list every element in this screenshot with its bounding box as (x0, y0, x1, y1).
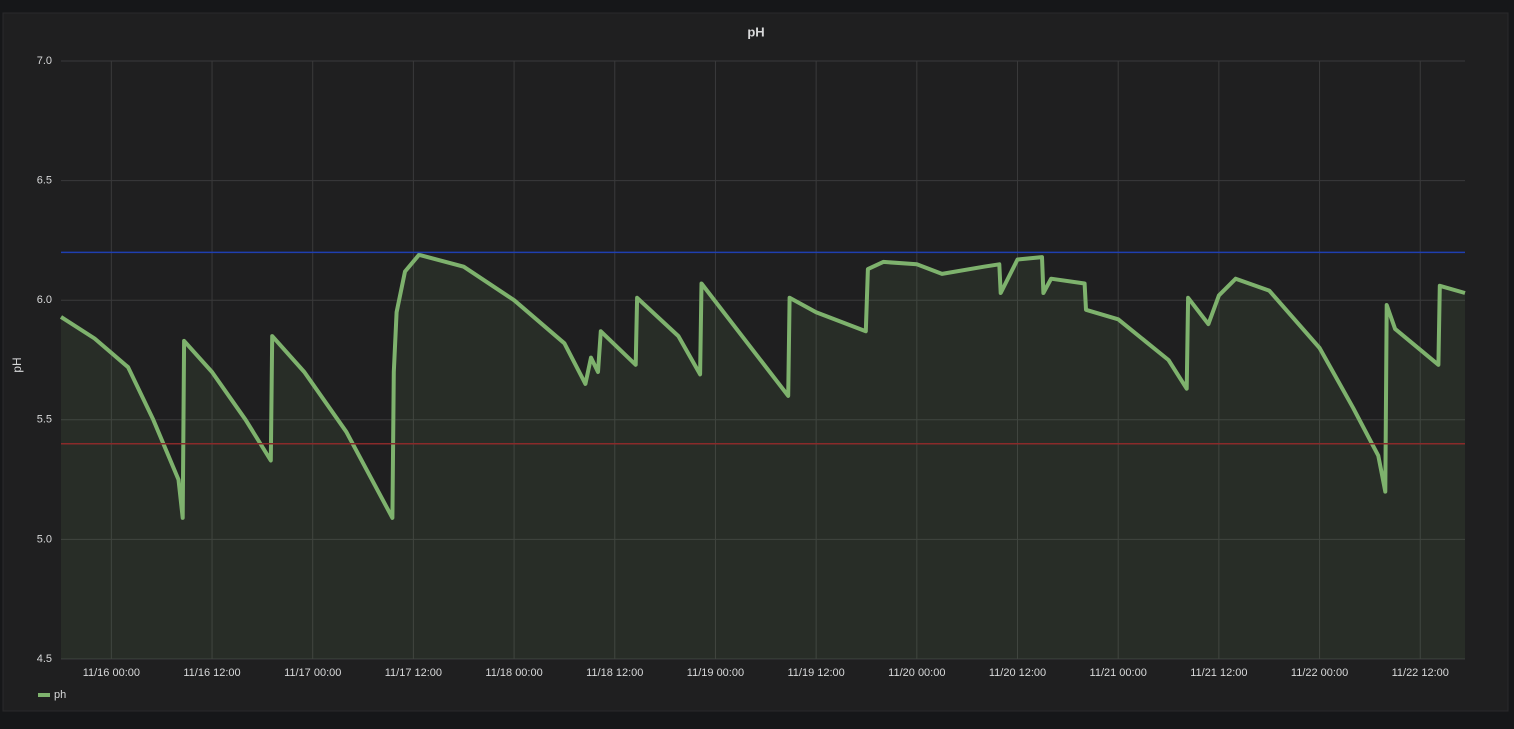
legend-label: ph (54, 689, 66, 701)
chart-title: pH (747, 24, 764, 39)
y-tick-label: 6.5 (37, 175, 52, 187)
x-tick-label: 11/19 00:00 (687, 667, 744, 679)
line (59, 252, 1466, 520)
x-tick-label: 11/20 00:00 (888, 667, 945, 679)
x-tick-label: 11/18 12:00 (586, 667, 643, 679)
x-tick-label: 11/16 12:00 (183, 667, 240, 679)
area (61, 254, 1465, 660)
y-tick-label: 4.5 (37, 653, 52, 665)
y-tick-label: 7.0 (37, 55, 52, 67)
x-tick-label: 11/21 00:00 (1090, 667, 1147, 679)
x-tick-label: 11/22 12:00 (1392, 667, 1449, 679)
x-tick-label: 11/20 12:00 (989, 667, 1046, 679)
y-tick-label: 5.5 (37, 414, 52, 426)
y-tick-label: 5.0 (37, 533, 52, 545)
x-tick-label: 11/16 00:00 (83, 667, 140, 679)
x-tick-label: 11/17 00:00 (284, 667, 341, 679)
y-axis-label: pH (10, 357, 24, 372)
x-tick-label: 11/19 12:00 (787, 667, 844, 679)
x-tick-label: 11/22 00:00 (1291, 667, 1348, 679)
x-tick-label: 11/21 12:00 (1190, 667, 1247, 679)
panel (2, 12, 1509, 712)
x-tick-label: 11/17 12:00 (385, 667, 442, 679)
x-tick-label: 11/18 00:00 (485, 667, 542, 679)
y-tick-label: 6.0 (37, 294, 52, 306)
